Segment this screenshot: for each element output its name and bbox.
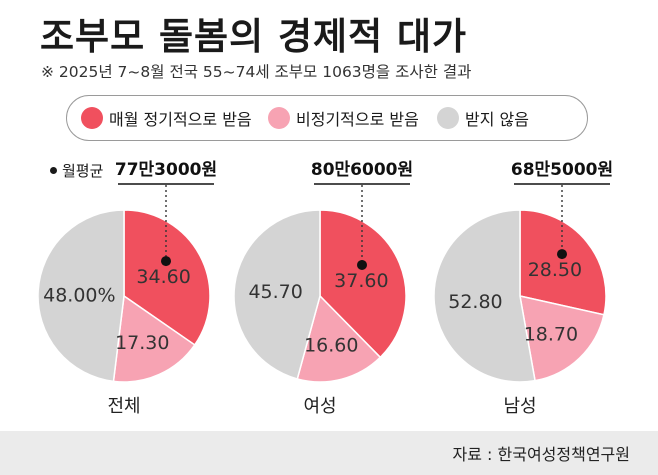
legend-swatch-none [437, 106, 459, 129]
slice-value-label-none: 45.70 [248, 281, 302, 303]
pie-slice-irregular [296, 294, 382, 383]
monthly-average-value: 68만5000원 [511, 160, 613, 180]
monthly-average-label: 월평균 [50, 160, 103, 181]
legend: 매월 정기적으로 받음 비정기적으로 받음 받지 않음 [66, 95, 588, 141]
legend-item-irregular: 비정기적으로 받음 [268, 96, 419, 139]
pie-slice-irregular [519, 295, 605, 382]
legend-item-monthly: 매월 정기적으로 받음 [81, 96, 252, 139]
slice-value-label-irregular: 17.30 [115, 332, 169, 354]
legend-label-monthly: 매월 정기적으로 받음 [109, 109, 252, 129]
slice-value-label-none: 52.80 [448, 291, 502, 313]
slice-value-label-none: 48.00% [43, 284, 115, 306]
pie-slice-none [433, 209, 536, 383]
pie-slice-none [233, 209, 321, 380]
group-label: 전체 [107, 396, 140, 417]
slice-value-label-irregular: 18.70 [524, 323, 578, 345]
slice-value-label-monthly: 28.50 [528, 259, 582, 281]
callout-dot [161, 256, 171, 267]
slice-value-label-monthly: 34.60 [136, 266, 190, 288]
bullet-icon [50, 167, 57, 174]
pie-slice-irregular [112, 294, 196, 383]
footer-bar: 자료 : 한국여성정책연구원 [0, 431, 658, 475]
slice-value-label-irregular: 16.60 [304, 334, 358, 356]
legend-swatch-monthly [81, 106, 103, 129]
pie-slice-none [37, 209, 125, 383]
chart-subtitle: ※ 2025년 7~8월 전국 55~74세 조부모 1063명을 조사한 결과 [41, 63, 472, 81]
legend-label-irregular: 비정기적으로 받음 [296, 109, 419, 129]
legend-item-none: 받지 않음 [437, 96, 529, 139]
monthly-average-text: 월평균 [62, 162, 104, 180]
callout-dot [357, 259, 367, 270]
pie-slice-monthly [319, 209, 407, 359]
group-label: 남성 [503, 396, 536, 417]
group-label: 여성 [303, 396, 336, 417]
legend-label-none: 받지 않음 [465, 109, 529, 129]
monthly-average-value: 77만3000원 [115, 160, 217, 180]
pie-slice-monthly [123, 209, 211, 346]
chart-title: 조부모 돌봄의 경제적 대가 [40, 15, 468, 58]
pie-slice-monthly [519, 209, 607, 316]
callout-dot [557, 249, 567, 260]
monthly-average-value: 80만6000원 [311, 160, 413, 180]
legend-swatch-irregular [268, 106, 290, 129]
slice-value-label-monthly: 37.60 [334, 270, 388, 292]
source-note: 자료 : 한국여성정책연구원 [452, 445, 630, 464]
